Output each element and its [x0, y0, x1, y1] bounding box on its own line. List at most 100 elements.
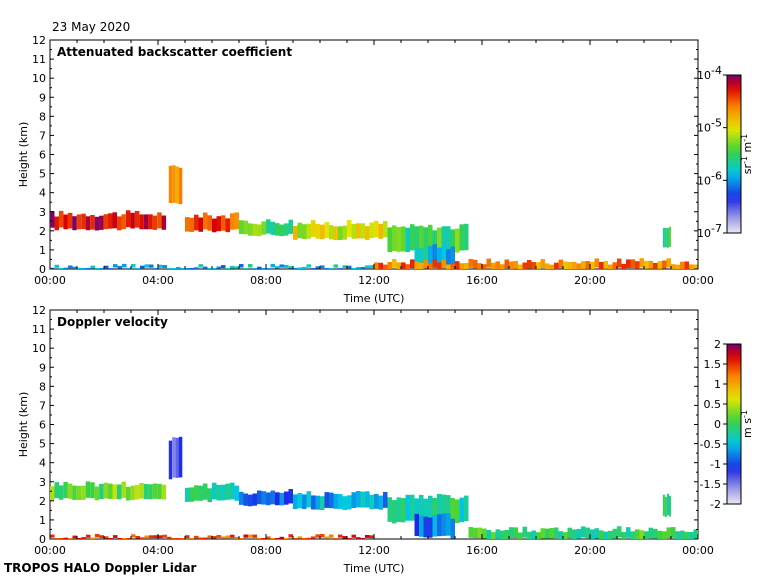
y-tick-label: 4	[39, 457, 46, 470]
data-cell	[464, 262, 469, 269]
data-cell	[50, 486, 55, 501]
data-cell	[527, 531, 532, 539]
data-cell	[567, 261, 572, 269]
data-cell	[338, 534, 343, 538]
data-cell	[315, 534, 320, 538]
data-cell	[432, 259, 437, 268]
data-cell	[347, 220, 352, 237]
data-cell	[63, 537, 68, 539]
data-cell	[383, 491, 388, 508]
data-cell	[117, 538, 122, 539]
data-cell	[667, 228, 669, 248]
data-cell	[302, 266, 307, 269]
data-cell	[554, 527, 559, 538]
data-cell	[50, 267, 55, 269]
data-cell	[459, 497, 464, 523]
data-cell	[252, 493, 257, 506]
data-cell	[216, 216, 221, 232]
data-cell	[194, 214, 199, 231]
data-cell	[176, 266, 181, 269]
data-cell	[216, 266, 221, 269]
data-cell	[603, 531, 608, 539]
data-cell	[383, 264, 388, 269]
data-cell	[261, 221, 266, 235]
data-cell	[333, 493, 338, 509]
data-cell	[441, 494, 446, 521]
colorbar-tick-label: 10	[697, 122, 711, 135]
y-tick-label: 8	[39, 110, 46, 123]
data-cell	[455, 261, 460, 269]
data-cell	[495, 529, 500, 539]
data-cell	[86, 534, 91, 538]
data-cell	[234, 266, 239, 269]
data-cell	[113, 264, 118, 268]
data-cell	[207, 268, 212, 269]
data-cell	[139, 483, 144, 499]
data-cell	[482, 264, 487, 269]
data-cell	[491, 532, 496, 539]
data-cell	[680, 261, 685, 269]
data-cell	[351, 268, 356, 269]
data-cell	[441, 226, 446, 252]
data-cell	[320, 534, 325, 538]
data-cell	[356, 267, 361, 269]
data-cell	[149, 535, 154, 539]
data-cell	[522, 526, 527, 538]
data-cell	[270, 221, 275, 235]
colorbar-tick-label: -1.5	[700, 478, 721, 491]
data-cell	[94, 486, 100, 501]
data-cell	[293, 538, 298, 539]
data-cell	[203, 212, 208, 230]
data-cell	[365, 265, 370, 269]
data-cell	[122, 538, 127, 539]
data-cell	[509, 261, 514, 269]
data-cell	[401, 226, 406, 252]
data-cell	[72, 535, 77, 539]
data-cell	[468, 258, 473, 268]
data-cell	[428, 245, 433, 267]
data-cell	[230, 265, 235, 269]
data-cell	[58, 210, 64, 228]
data-cell	[157, 212, 162, 229]
y-tick-label: 0	[39, 533, 46, 546]
data-cell	[152, 215, 158, 230]
data-cell	[437, 227, 442, 253]
data-cell	[212, 218, 217, 233]
x-tick-label: 00:00	[34, 544, 66, 557]
y-tick-label: 5	[39, 168, 46, 181]
data-cell	[108, 268, 113, 269]
data-cell	[203, 483, 208, 500]
data-cell	[252, 223, 257, 236]
data-cell	[311, 220, 316, 237]
data-cell	[99, 535, 104, 538]
data-cell	[590, 261, 595, 269]
data-cell	[626, 527, 631, 538]
data-cell	[131, 264, 136, 268]
data-cell	[185, 217, 190, 232]
data-cell	[374, 262, 379, 269]
data-cell	[103, 214, 109, 230]
data-cell	[288, 266, 293, 269]
data-cell	[486, 258, 491, 268]
y-tick-label: 7	[39, 129, 46, 142]
data-cell	[248, 264, 253, 268]
data-cell	[239, 264, 244, 268]
data-cell	[500, 530, 505, 539]
data-cell	[617, 526, 622, 538]
data-cell	[248, 494, 253, 507]
data-cell	[671, 527, 676, 538]
data-cell	[590, 529, 595, 539]
data-cell	[306, 537, 311, 539]
data-cell	[58, 485, 64, 500]
data-cell	[414, 226, 419, 252]
data-cell	[284, 264, 289, 268]
data-cell	[203, 537, 208, 539]
data-cell	[482, 528, 487, 539]
data-cell	[198, 485, 203, 501]
x-axis-label: Time (UTC)	[343, 562, 405, 575]
data-cell	[374, 493, 379, 509]
data-cell	[360, 223, 365, 239]
data-cell	[630, 259, 635, 268]
data-cell	[689, 531, 694, 539]
data-cell	[63, 214, 68, 230]
